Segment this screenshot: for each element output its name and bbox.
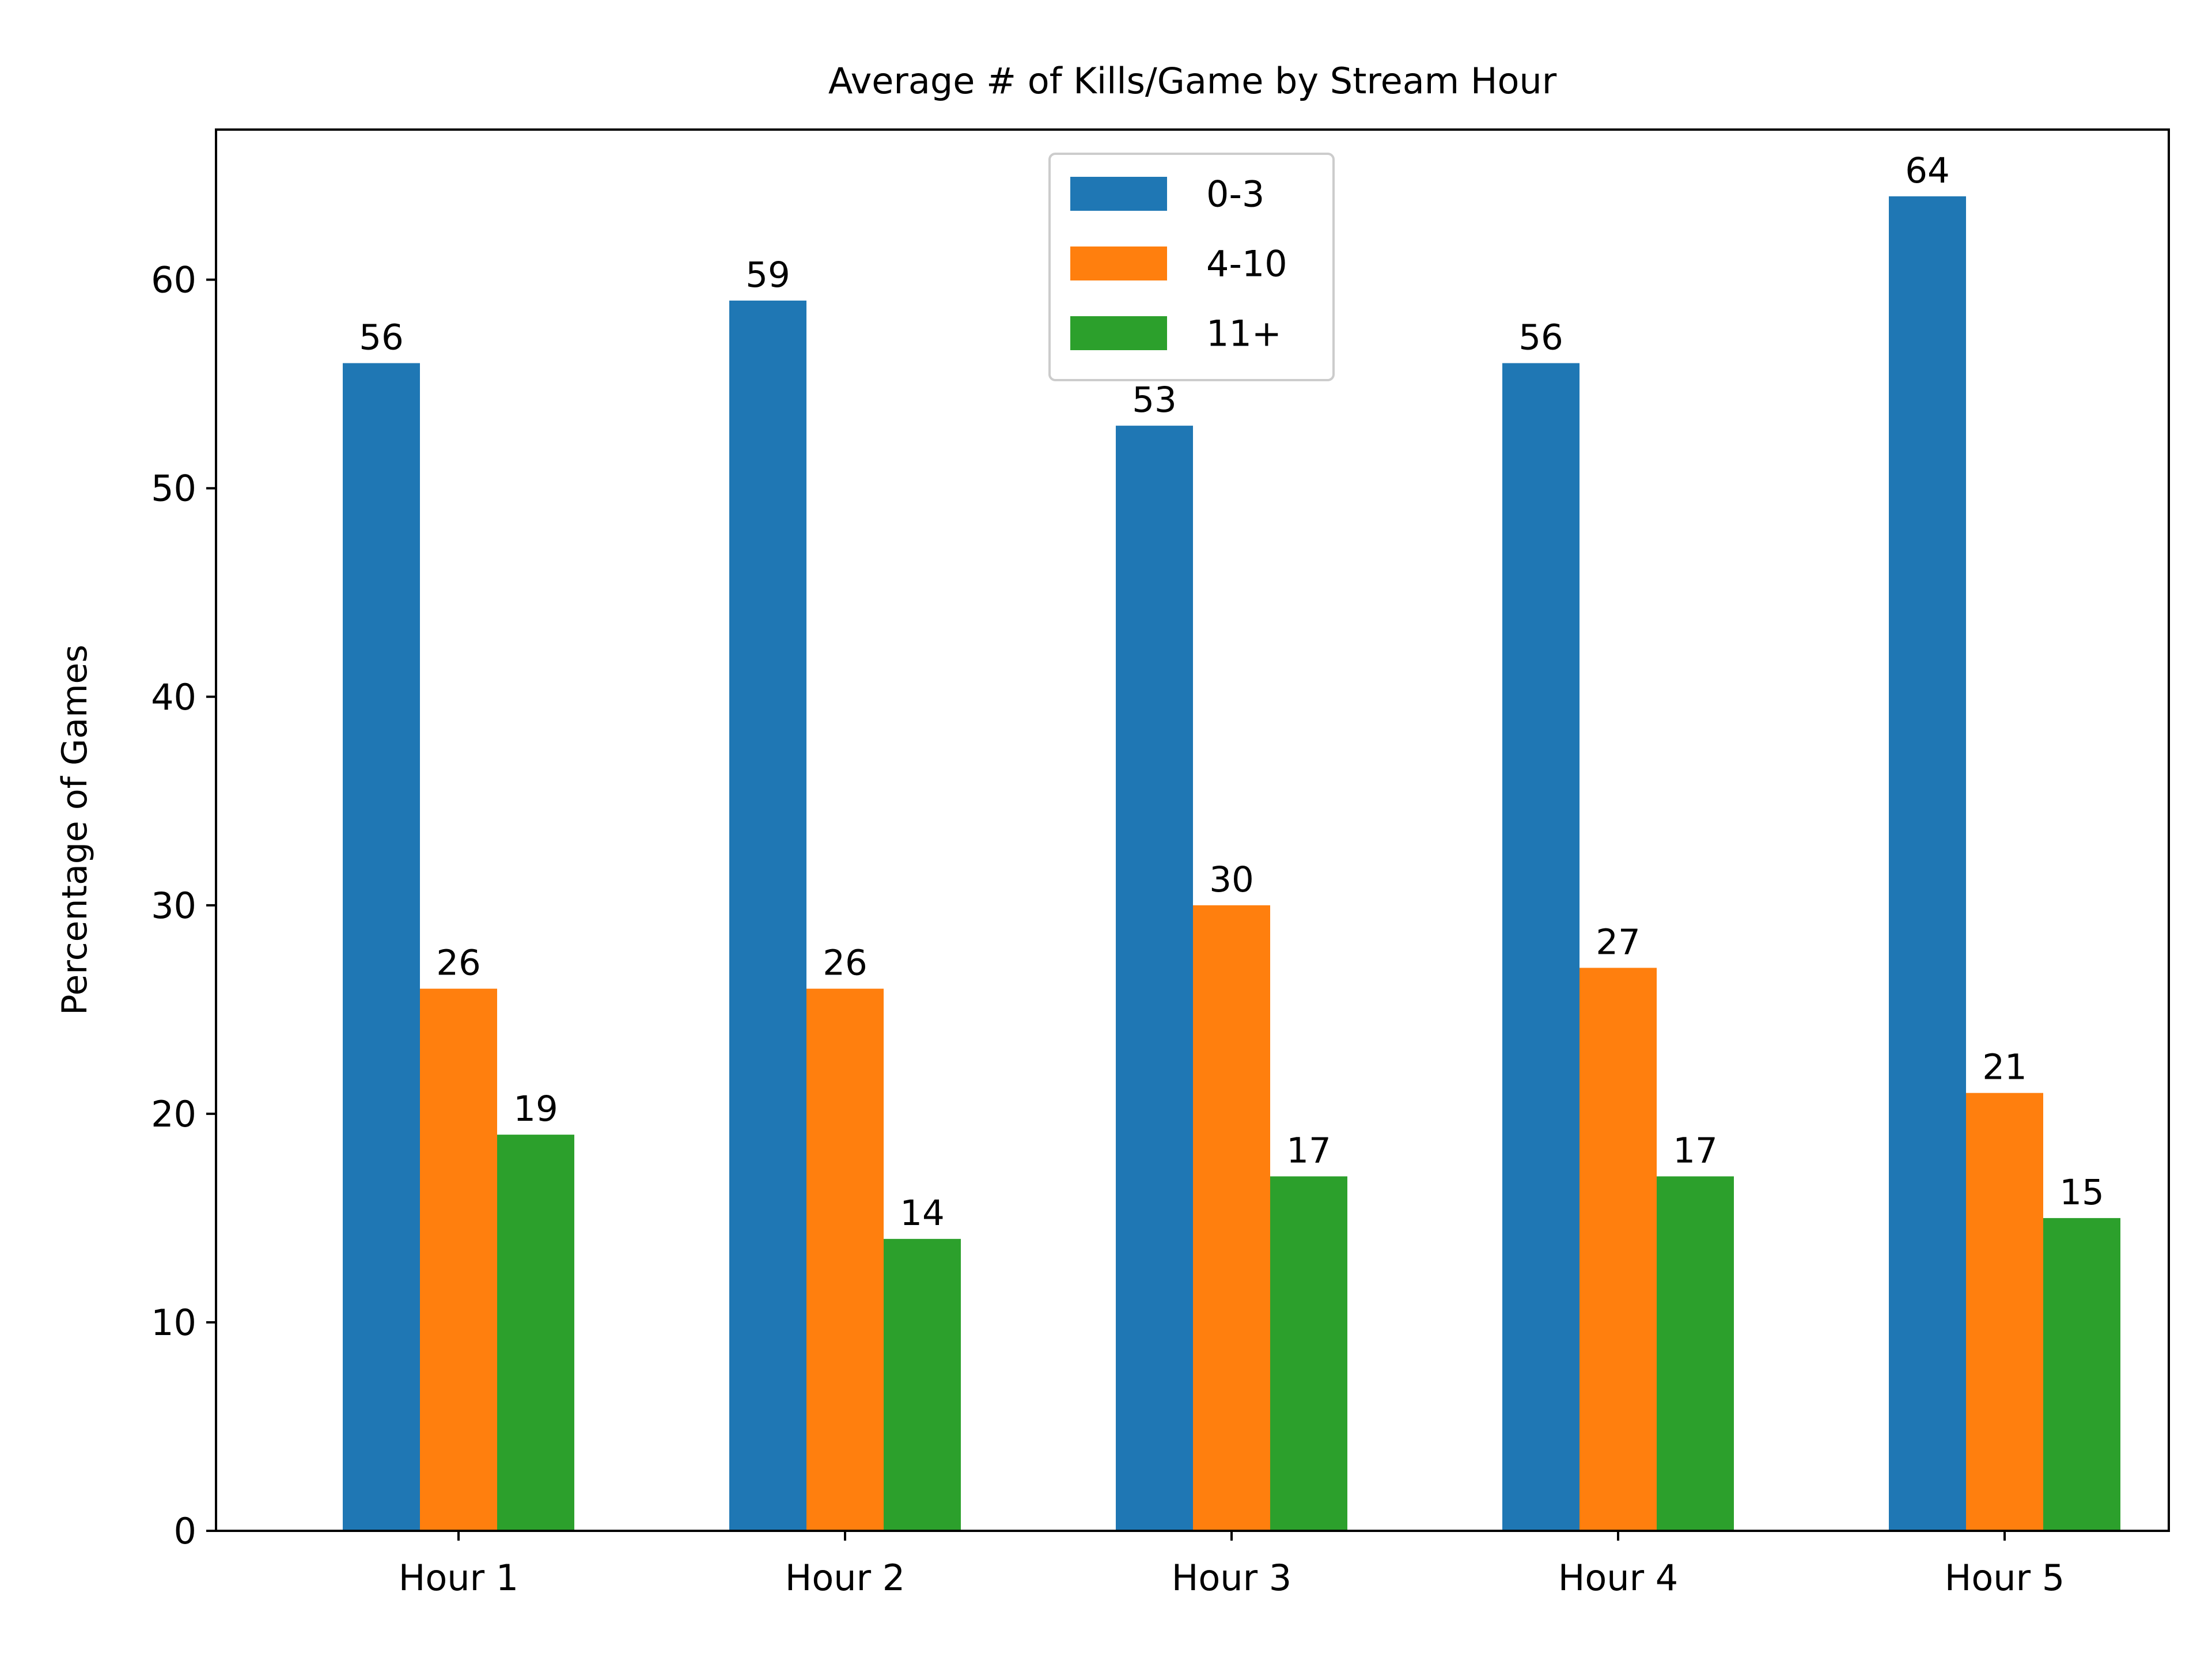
data-label-4-10-hour-1: 26 [436,943,481,984]
data-label-11+-hour-2: 14 [900,1193,945,1234]
data-label-4-10-hour-4: 27 [1596,921,1641,962]
data-label-11+-hour-4: 17 [1673,1131,1718,1171]
legend-entries: 0-3 4-10 11+ [1070,173,1287,355]
x-tick-label-hour-5: Hour 5 [1945,1557,2065,1599]
bar-4-10-hour-2 [806,988,884,1531]
data-label-11+-hour-1: 19 [513,1089,558,1129]
y-tick-label-40: 40 [151,676,196,718]
legend-swatch-4-10 [1070,247,1167,280]
y-tick-label-20: 20 [151,1093,196,1135]
legend-swatch-11+ [1070,316,1167,350]
bar-11+-hour-2 [884,1239,961,1531]
chart-title: Average # of Kills/Game by Stream Hour [828,60,1557,102]
bar-0-3-hour-2 [729,300,806,1531]
data-label-4-10-hour-2: 26 [823,943,868,984]
bar-0-3-hour-3 [1116,426,1193,1531]
bar-4-10-hour-3 [1193,905,1270,1531]
data-label-4-10-hour-5: 21 [1982,1047,2027,1088]
data-label-0-3-hour-2: 59 [745,255,790,295]
y-tick-label-10: 10 [151,1302,196,1344]
x-tick-label-hour-1: Hour 1 [399,1557,519,1599]
bar-11+-hour-5 [2043,1218,2120,1531]
legend-swatch-0-3 [1070,177,1167,211]
value-labels-layer: 56 59 53 56 64 26 26 30 27 21 19 14 17 17 15 [359,150,2104,1234]
y-axis: 0 10 20 30 40 50 60 [151,259,216,1552]
bar-11+-hour-3 [1270,1176,1347,1531]
bar-0-3-hour-1 [343,363,420,1531]
data-label-4-10-hour-3: 30 [1209,859,1254,900]
bar-4-10-hour-1 [420,988,497,1531]
data-label-0-3-hour-5: 64 [1905,150,1950,191]
x-axis: Hour 1 Hour 2 Hour 3 Hour 4 Hour 5 [399,1531,2065,1599]
data-label-11+-hour-5: 15 [2059,1172,2104,1213]
legend-label-0-3: 0-3 [1206,173,1264,215]
bar-4-10-hour-5 [1966,1093,2043,1531]
y-tick-label-0: 0 [174,1510,196,1552]
bar-4-10-hour-4 [1580,968,1657,1531]
legend: 0-3 4-10 11+ [1048,153,1335,381]
bar-11+-hour-4 [1657,1176,1734,1531]
y-tick-label-50: 50 [151,468,196,510]
plot-area-frame [215,128,2170,1532]
legend-label-11+: 11+ [1206,313,1282,355]
bar-11+-hour-1 [497,1135,574,1531]
legend-label-4-10: 4-10 [1206,243,1287,285]
data-label-0-3-hour-3: 53 [1132,380,1177,420]
bar-0-3-hour-5 [1889,196,1966,1531]
data-label-0-3-hour-1: 56 [359,317,404,358]
bars-layer [343,196,2120,1531]
x-tick-label-hour-3: Hour 3 [1172,1557,1292,1599]
y-tick-label-60: 60 [151,259,196,301]
x-tick-label-hour-4: Hour 4 [1558,1557,1679,1599]
bar-0-3-hour-4 [1502,363,1580,1531]
x-tick-label-hour-2: Hour 2 [785,1557,906,1599]
data-label-0-3-hour-4: 56 [1518,317,1563,358]
data-label-11+-hour-3: 17 [1286,1131,1331,1171]
y-axis-label: Percentage of Games [55,644,95,1015]
y-tick-label-30: 30 [151,885,196,927]
